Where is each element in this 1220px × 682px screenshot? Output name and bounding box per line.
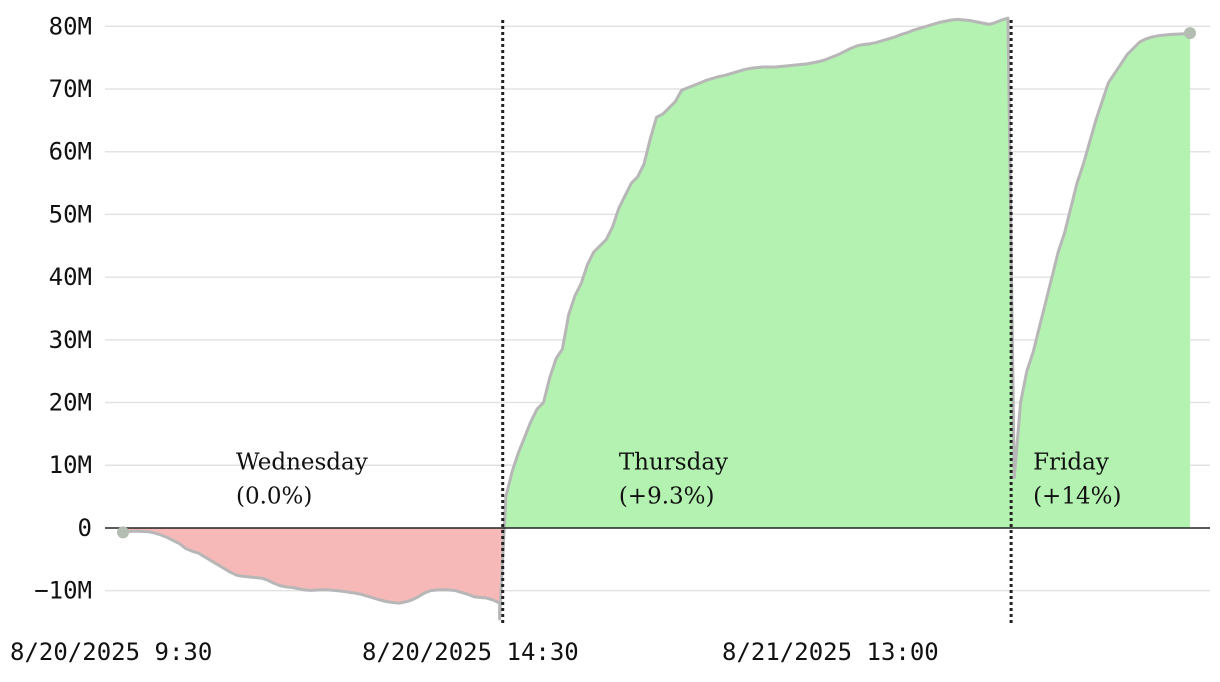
- series-line: [122, 16, 1191, 621]
- y-tick-label: 70M: [49, 75, 92, 103]
- x-axis-ticks: 8/20/2025 9:30 8/20/2025 14:30 8/21/2025 1…: [10, 638, 939, 666]
- day-change-thursday: (+9.3%): [619, 484, 715, 510]
- x-tick-label: 8/20/2025 14:30: [362, 638, 579, 666]
- day-label-wednesday: Wednesday: [236, 450, 368, 476]
- y-tick-label: 20M: [49, 389, 92, 417]
- area-positive-friday: [1007, 18, 1190, 528]
- series-path: [122, 16, 1191, 621]
- endpoints: [117, 27, 1196, 539]
- y-tick-label: −10M: [34, 577, 92, 605]
- end-point: [1184, 27, 1196, 40]
- area-fills: [123, 18, 1190, 619]
- day-label-friday: Friday: [1033, 450, 1109, 476]
- y-tick-label: 50M: [49, 200, 92, 228]
- y-tick-label: 60M: [49, 138, 92, 166]
- y-tick-label: 30M: [49, 326, 92, 354]
- day-labels: Wednesday (0.0%) Thursday (+9.3%) Friday (+14…: [236, 450, 1121, 510]
- x-tick-label: 8/20/2025 9:30: [10, 638, 212, 666]
- y-tick-label: 10M: [49, 451, 92, 479]
- day-label-thursday: Thursday: [619, 450, 728, 476]
- day-change-friday: (+14%): [1033, 484, 1121, 510]
- x-tick-label: 8/21/2025 13:00: [722, 638, 939, 666]
- y-tick-label: 0: [78, 514, 92, 542]
- day-dividers: [501, 20, 1013, 624]
- start-point: [117, 526, 129, 539]
- y-tick-label: 80M: [49, 12, 92, 40]
- y-tick-label: 40M: [49, 263, 92, 291]
- day-change-wednesday: (0.0%): [236, 484, 312, 510]
- area-negative-wednesday: [123, 527, 500, 604]
- area-positive-thursday: [504, 18, 1008, 528]
- y-axis-ticks: 80M 70M 60M 50M 40M 30M 20M 10M 0 −10M: [34, 12, 92, 604]
